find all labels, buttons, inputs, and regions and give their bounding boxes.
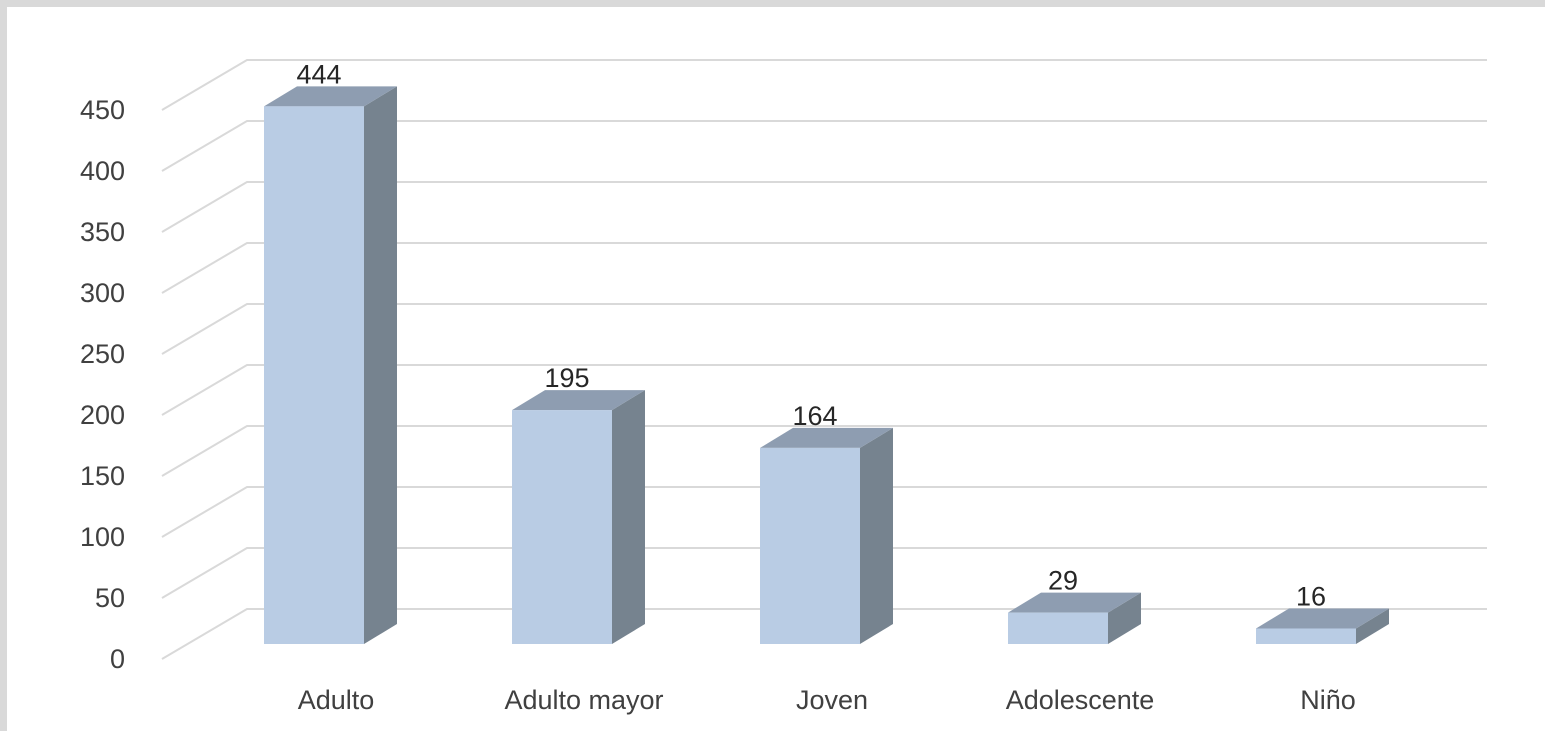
data-label: 16 xyxy=(1296,581,1326,611)
bar-side xyxy=(364,86,397,644)
y-tick-label: 400 xyxy=(80,156,125,186)
data-label: 444 xyxy=(296,59,341,89)
y-tick-label: 350 xyxy=(80,217,125,247)
y-tick-label: 0 xyxy=(110,644,125,674)
gridline xyxy=(161,486,1487,538)
bar-1 xyxy=(512,390,645,644)
x-category-label: Niño xyxy=(1300,685,1356,715)
y-tick-label: 50 xyxy=(95,583,125,613)
bar-0 xyxy=(264,86,397,644)
x-axis-categories: Adulto Adulto mayor Joven Adolescente Niño xyxy=(298,685,1356,715)
grid-layer xyxy=(161,59,1487,660)
gridline xyxy=(161,425,1487,477)
bar-front xyxy=(264,106,364,644)
y-tick-label: 150 xyxy=(80,461,125,491)
bar-top xyxy=(512,390,645,411)
bar-side xyxy=(1108,592,1141,644)
gridline xyxy=(161,303,1487,355)
data-label: 29 xyxy=(1048,566,1078,596)
bar-side xyxy=(612,390,645,644)
y-tick-label: 300 xyxy=(80,278,125,308)
bars xyxy=(264,86,1389,644)
x-category-label: Adulto xyxy=(298,685,375,715)
x-category-label: Joven xyxy=(796,685,868,715)
data-label: 195 xyxy=(544,363,589,393)
bar-chart: 0 50 100 150 200 250 300 350 400 450 444 195 164 29 1… xyxy=(80,59,1487,715)
data-labels: 444 195 164 29 16 xyxy=(296,59,1326,611)
bar-top xyxy=(1008,592,1141,613)
bar-top xyxy=(264,86,397,107)
data-label: 164 xyxy=(792,401,837,431)
gridline xyxy=(161,242,1487,294)
bar-4 xyxy=(1256,608,1389,644)
bar-front xyxy=(1008,612,1108,644)
gridline xyxy=(161,120,1487,172)
gridline xyxy=(161,547,1487,599)
bar-top xyxy=(760,427,893,448)
bar-side xyxy=(1356,608,1389,644)
y-tick-label: 200 xyxy=(80,400,125,430)
x-category-label: Adolescente xyxy=(1006,685,1155,715)
bar-2 xyxy=(760,427,893,644)
bar-front xyxy=(1256,628,1356,644)
gridline xyxy=(161,364,1487,416)
gridline xyxy=(161,59,1487,111)
y-axis-ticks: 0 50 100 150 200 250 300 350 400 450 xyxy=(80,95,125,674)
y-tick-label: 450 xyxy=(80,95,125,125)
y-tick-label: 100 xyxy=(80,522,125,552)
y-tick-label: 250 xyxy=(80,339,125,369)
bar-top xyxy=(1256,608,1389,629)
gridline xyxy=(161,181,1487,233)
bar-3 xyxy=(1008,592,1141,644)
bar-front xyxy=(760,447,860,644)
x-category-label: Adulto mayor xyxy=(504,685,663,715)
bar-side xyxy=(860,427,893,644)
bar-front xyxy=(512,410,612,644)
